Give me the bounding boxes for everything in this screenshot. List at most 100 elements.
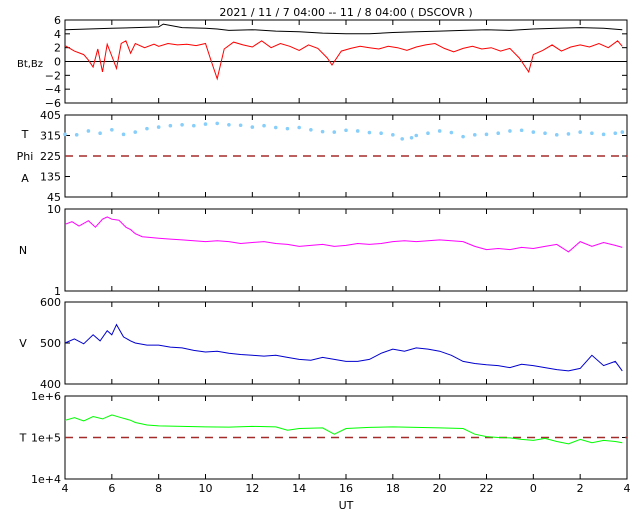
data-point-phi [578, 130, 582, 134]
data-point-phi [496, 131, 501, 136]
data-point-phi [590, 131, 594, 136]
data-point-phi [391, 133, 395, 137]
data-point-phi [531, 130, 536, 134]
data-point-phi [355, 129, 360, 133]
data-point-phi [309, 128, 313, 132]
data-point-phi [566, 132, 571, 136]
x-axis-label: UT [339, 499, 354, 512]
x-tick-label: 22 [480, 482, 494, 495]
y-tick-label-phi: 315 [40, 130, 61, 143]
y-tick-label-bt-bz: 0 [54, 56, 61, 69]
series-line-v [64, 323, 623, 372]
y-tick-label-t: 1e+4 [31, 473, 61, 486]
y-tick-label-t: 1e+5 [31, 432, 61, 445]
data-point-phi [379, 131, 383, 136]
y-tick-label-bt-bz: −2 [45, 69, 61, 82]
y-axis-label-bt-bz: Bt,Bz [17, 59, 43, 70]
y-tick-label-t: 1e+6 [31, 390, 61, 403]
data-point-phi [156, 125, 161, 129]
y-tick-label-bt-bz: 6 [54, 14, 61, 27]
data-point-phi [620, 130, 625, 134]
y-tick-label-n: 1 [54, 285, 61, 298]
data-point-phi [74, 133, 79, 137]
data-point-phi [145, 126, 149, 131]
x-tick-label: 8 [155, 482, 162, 495]
x-tick-label: 14 [292, 482, 306, 495]
y-axis-label-phi: T [21, 128, 29, 141]
y-axis-label-phi: Phi [17, 150, 34, 163]
data-point-phi [121, 132, 126, 137]
data-point-phi [613, 131, 618, 136]
data-point-phi [250, 125, 255, 129]
y-axis-label-n: N [19, 244, 27, 257]
data-point-phi [601, 132, 606, 137]
data-point-phi [400, 137, 405, 141]
panel-frame-v [64, 301, 628, 385]
data-point-phi [543, 131, 547, 136]
data-point-phi [180, 122, 184, 127]
data-point-phi [332, 130, 337, 134]
data-point-phi [409, 135, 414, 140]
y-axis-label-t: T [19, 432, 27, 445]
data-point-phi [519, 128, 524, 133]
y-tick-label-phi: 225 [40, 150, 61, 163]
data-point-phi [484, 132, 489, 137]
data-point-phi [554, 133, 559, 137]
y-tick-label-phi: 135 [40, 171, 61, 184]
data-point-phi [285, 126, 290, 131]
chart-title: 2021 / 11 / 7 04:00 -- 11 / 8 04:00 ( DS… [219, 6, 472, 19]
y-axis-label-phi: A [21, 172, 29, 185]
data-point-phi [262, 123, 266, 128]
series-line-bz [64, 40, 623, 81]
y-tick-label-phi: 405 [40, 109, 61, 122]
data-point-phi [63, 132, 67, 137]
y-tick-label-v: 400 [40, 378, 61, 391]
y-tick-label-bt-bz: −6 [45, 97, 61, 110]
x-tick-label: 12 [245, 482, 259, 495]
data-point-phi [191, 123, 196, 128]
x-tick-label: 4 [624, 482, 631, 495]
data-point-phi [320, 129, 325, 134]
y-tick-label-phi: 45 [47, 191, 61, 204]
data-point-phi [215, 121, 220, 126]
data-point-phi [449, 130, 454, 135]
data-point-phi [203, 122, 208, 126]
x-tick-label: 20 [433, 482, 447, 495]
data-point-phi [238, 123, 243, 128]
y-tick-label-bt-bz: 2 [54, 42, 61, 55]
data-point-phi [86, 129, 91, 133]
data-point-phi [344, 128, 348, 133]
data-point-phi [508, 129, 512, 133]
data-point-phi [273, 125, 278, 130]
data-point-phi [426, 131, 430, 136]
data-point-phi [367, 130, 372, 135]
data-point-phi [110, 128, 114, 132]
panel-frame-n [64, 208, 628, 292]
x-tick-label: 10 [199, 482, 213, 495]
panels-group: 6420−2−4−6Bt,Bz40531522513545TPhiA101N60… [17, 14, 631, 495]
series-line-t [64, 414, 623, 445]
x-tick-label: 2 [577, 482, 584, 495]
series-line-n [64, 216, 623, 253]
data-point-phi [437, 129, 442, 133]
y-tick-label-n: 10 [47, 203, 61, 216]
data-point-phi [168, 123, 173, 128]
x-tick-label: 16 [339, 482, 353, 495]
data-point-phi [472, 133, 477, 137]
series-line-bt [64, 23, 623, 35]
y-tick-label-v: 600 [40, 296, 61, 309]
data-point-phi [133, 130, 138, 134]
y-tick-label-v: 500 [40, 337, 61, 350]
y-tick-label-bt-bz: −4 [45, 83, 61, 96]
data-point-phi [227, 122, 231, 127]
x-tick-label: 0 [530, 482, 537, 495]
y-axis-label-v: V [19, 337, 27, 350]
data-point-phi [297, 125, 301, 130]
data-point-phi [98, 131, 102, 136]
x-tick-label: 18 [386, 482, 400, 495]
y-tick-label-bt-bz: 4 [54, 28, 61, 41]
x-tick-label: 4 [62, 482, 69, 495]
data-point-phi [414, 133, 419, 138]
data-point-phi [461, 134, 465, 139]
